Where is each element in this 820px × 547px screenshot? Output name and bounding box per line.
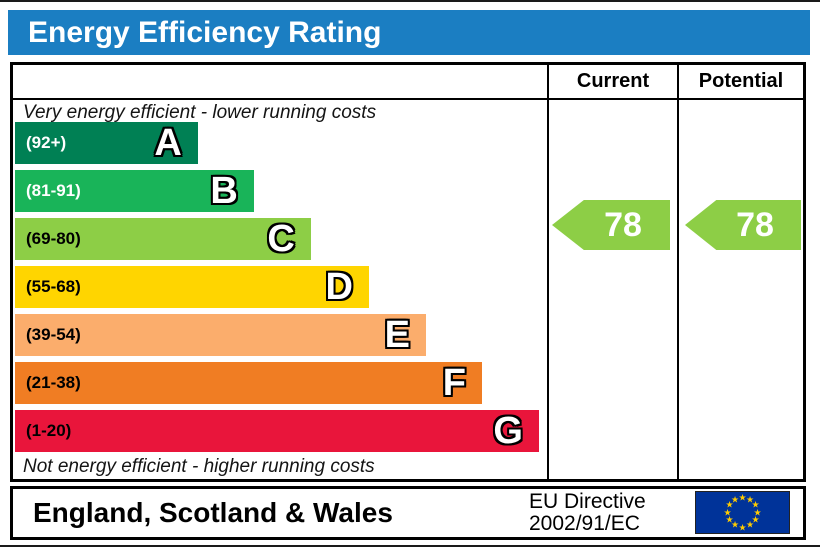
- eu-star-icon: ★: [730, 519, 740, 530]
- eu-star-icon: ★: [725, 514, 734, 525]
- region-label: England, Scotland & Wales: [33, 497, 393, 528]
- band-row-d: (55-68) D: [15, 266, 369, 308]
- band-letter: D: [325, 266, 353, 308]
- band-range-label: (81-91): [26, 181, 81, 200]
- eu-directive-label: EU Directive 2002/91/EC: [529, 491, 646, 535]
- band-row-b: (81-91) B: [15, 170, 254, 212]
- band-range-label: (92+): [26, 133, 67, 152]
- band-letter: C: [267, 218, 295, 260]
- current-rating-arrow: 78: [552, 200, 670, 250]
- band-letter: E: [384, 314, 410, 356]
- eu-directive-line1: EU Directive: [529, 490, 646, 513]
- band-range-label: (39-54): [26, 325, 81, 344]
- eu-star-icon: ★: [723, 507, 732, 517]
- chart-title-bar: Energy Efficiency Rating: [8, 10, 810, 55]
- current-rating-value: 78: [604, 205, 642, 244]
- band-row-e: (39-54) E: [15, 314, 426, 356]
- band-range-label: (1-20): [26, 421, 72, 440]
- eu-flag-icon: ★ ★ ★ ★ ★ ★ ★ ★ ★ ★ ★ ★: [695, 491, 790, 534]
- page-top-border: [0, 0, 820, 2]
- header-divider-line: [13, 98, 803, 100]
- efficient-note: Very energy efficient - lower running co…: [23, 102, 377, 123]
- eu-directive-line2: 2002/91/EC: [529, 512, 640, 535]
- band-row-c: (69-80) C: [15, 218, 311, 260]
- band-range-label: (21-38): [26, 373, 81, 392]
- not-efficient-note: Not energy efficient - higher running co…: [23, 456, 375, 477]
- eu-star-icon: ★: [751, 514, 760, 525]
- potential-rating-arrow: 78: [685, 200, 801, 250]
- eu-star-icon: ★: [751, 499, 760, 510]
- band-letter: F: [442, 362, 466, 404]
- potential-column-divider: [677, 65, 679, 479]
- band-letter: A: [154, 122, 182, 164]
- band-row-a: (92+) A: [15, 122, 198, 164]
- band-row-f: (21-38) F: [15, 362, 482, 404]
- eu-star-icon: ★: [725, 499, 734, 510]
- band-range-label: (55-68): [26, 277, 81, 296]
- rating-table: Current Potential Very energy efficient …: [10, 62, 806, 482]
- eu-star-icon: ★: [753, 507, 762, 517]
- potential-rating-value: 78: [736, 205, 774, 244]
- eu-star-icon: ★: [745, 519, 755, 530]
- current-column-header: Current: [576, 70, 650, 92]
- band-letter: G: [493, 410, 523, 452]
- eu-star-icon: ★: [745, 494, 755, 504]
- rating-bands: (92+) A (81-91) B (69-80) C (55-68) D (3…: [15, 122, 548, 458]
- band-row-g: (1-20) G: [15, 410, 539, 452]
- footer: England, Scotland & Wales EU Directive 2…: [10, 486, 806, 540]
- eu-star-icon: ★: [730, 494, 740, 504]
- chart-title: Energy Efficiency Rating: [28, 16, 382, 49]
- band-range-label: (69-80): [26, 229, 81, 248]
- band-letter: B: [210, 170, 238, 212]
- current-column-divider: [547, 65, 549, 479]
- eu-star-icon: ★: [738, 522, 747, 532]
- page-bottom-border: [0, 545, 820, 547]
- eu-star-icon: ★: [738, 492, 747, 502]
- potential-column-header: Potential: [698, 70, 784, 92]
